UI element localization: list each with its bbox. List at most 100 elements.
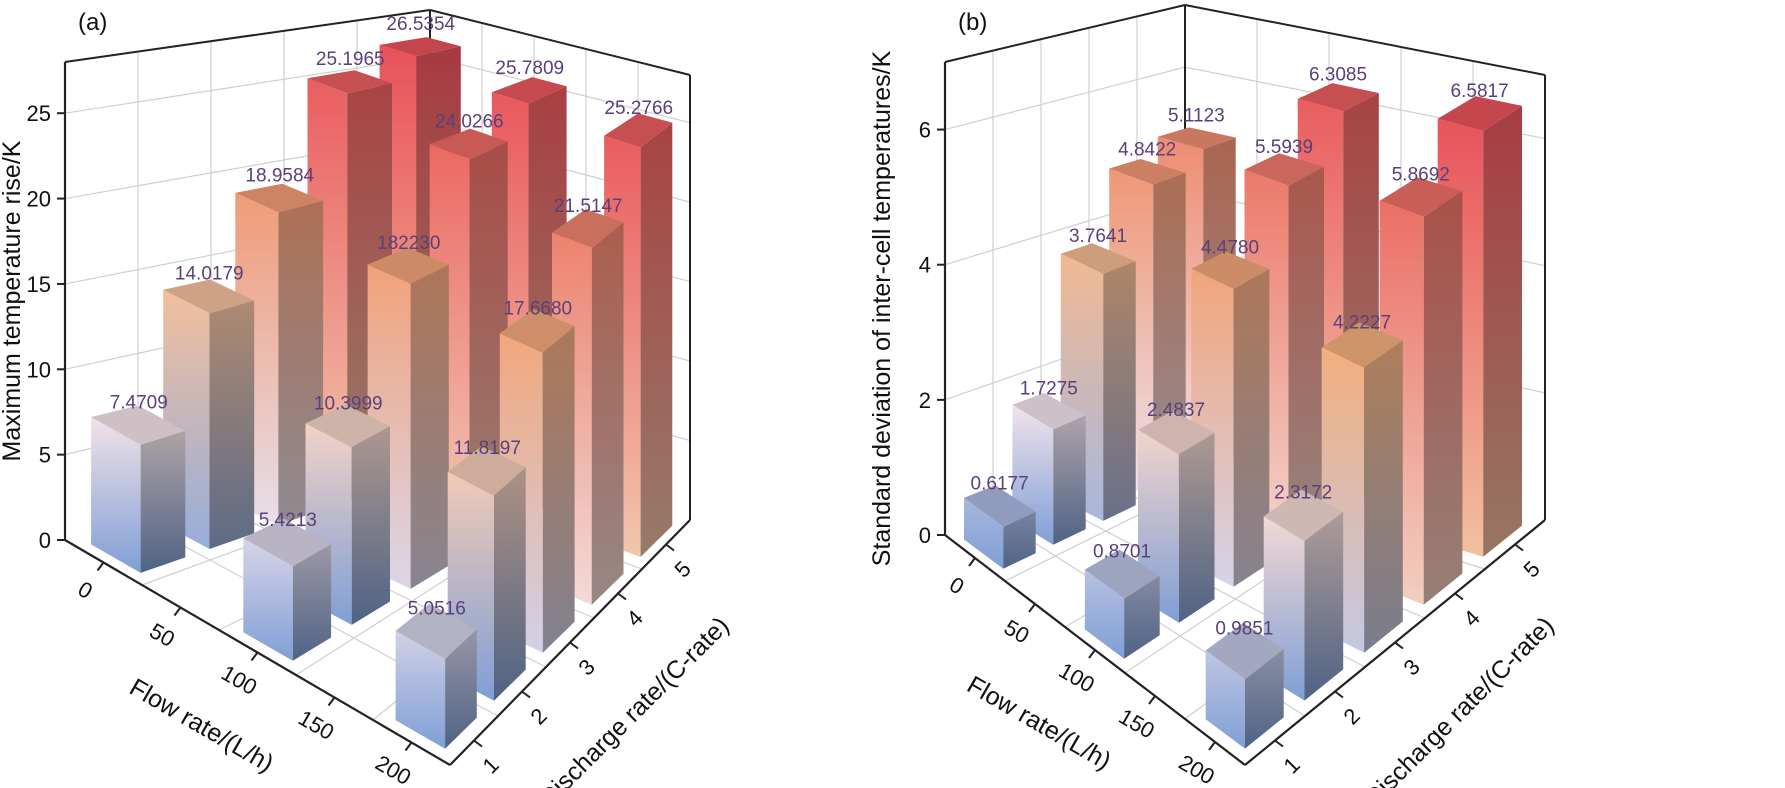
bar-top-face — [491, 77, 567, 104]
x-tick-label: 100 — [1055, 657, 1099, 697]
bar-top-face — [964, 485, 1036, 527]
y-tick — [1514, 543, 1524, 552]
bar-top-face — [1191, 251, 1270, 289]
y-tick — [665, 543, 675, 552]
bar-top-face — [235, 183, 324, 213]
frame-line — [64, 9, 431, 63]
bar-top-face — [447, 446, 526, 496]
bar-top-face — [243, 518, 332, 567]
bar-side-face — [1288, 166, 1324, 551]
bar-top-face — [307, 70, 392, 94]
bar-side-face — [351, 426, 390, 625]
value-label: 1.7275 — [1020, 379, 1078, 400]
value-label: 0.9851 — [1215, 618, 1273, 639]
y-tick-label: 1 — [478, 752, 504, 778]
frame-line — [944, 4, 1186, 63]
value-label: 11.8197 — [454, 438, 521, 459]
value-label: 4.8422 — [1118, 139, 1176, 160]
z-tick-label: 20 — [27, 187, 51, 212]
x-tick — [173, 606, 182, 617]
value-label: 4.4780 — [1201, 237, 1259, 258]
frame-line — [1184, 4, 1546, 76]
y-tick — [1274, 739, 1284, 748]
value-label: 6.5817 — [1451, 81, 1509, 102]
bar-side-face — [640, 122, 673, 557]
bar-side-face — [494, 467, 526, 701]
bar-front-face — [1205, 650, 1245, 749]
z-tick-label: 15 — [27, 272, 51, 297]
z-tick-label: 2 — [919, 388, 931, 413]
x-tick — [250, 651, 259, 662]
bar-top-face — [552, 209, 624, 248]
value-label: 26.5354 — [386, 14, 455, 35]
value-label: 0.6177 — [971, 473, 1029, 494]
bar-top-face — [1297, 83, 1379, 112]
z-tick-label: 10 — [27, 357, 51, 382]
value-label: 7.4709 — [110, 393, 168, 414]
frame-line — [429, 9, 691, 76]
y-tick — [1454, 592, 1464, 601]
z-tick-label: 0 — [39, 528, 51, 553]
grid-line — [64, 56, 431, 114]
bar: 7.4709 — [91, 393, 186, 573]
panel-label: (b) — [958, 9, 987, 36]
x-tick-label: 200 — [371, 750, 415, 788]
bar-top-face — [395, 603, 477, 659]
x-tick — [1148, 695, 1156, 705]
bar-front-face — [964, 497, 1004, 569]
y-tick-label: 3 — [1399, 654, 1425, 680]
value-label: 0.8701 — [1093, 541, 1151, 562]
x-tick-label: 150 — [294, 705, 338, 745]
x-tick-label: 200 — [1175, 749, 1219, 788]
bar-side-face — [1364, 340, 1403, 653]
y-tick — [1334, 690, 1344, 699]
bar-top-face — [1205, 622, 1284, 680]
bar-top-face — [367, 247, 449, 284]
bar-top-face — [429, 128, 508, 160]
value-label: 182230 — [377, 233, 440, 254]
bar-top-face — [1109, 159, 1186, 185]
bar: 0.6177 — [964, 473, 1036, 569]
bar-side-face — [542, 326, 575, 653]
value-label: 10.3999 — [314, 393, 383, 414]
y-tick-label: 5 — [670, 556, 696, 582]
bar-side-face — [445, 629, 477, 749]
bar-top-face — [1321, 322, 1403, 368]
bar-side-face — [1244, 649, 1284, 749]
x-tick-label: 0 — [74, 576, 97, 604]
bar-top-face — [1084, 549, 1160, 599]
z-tick-label: 6 — [919, 118, 931, 143]
bar-top-face — [499, 309, 575, 353]
bar-side-face — [410, 264, 449, 589]
z-axis-title: Standard deviation of inter-cell tempera… — [868, 50, 896, 566]
x-tick — [327, 696, 336, 707]
bar-side-face — [591, 222, 624, 605]
bar-front-face — [1084, 569, 1125, 659]
x-tick — [1208, 741, 1216, 751]
value-label: 5.1123 — [1168, 106, 1225, 127]
y-tick — [521, 690, 531, 699]
bar: 5.4213 — [243, 510, 332, 661]
y-tick — [473, 739, 483, 748]
x-tick — [96, 561, 105, 572]
bar-top-face — [91, 405, 186, 445]
value-label: 24.0266 — [435, 111, 504, 132]
bar-side-face — [1233, 269, 1270, 587]
bar-top-face — [1244, 153, 1324, 186]
x-tick-label: 0 — [945, 572, 968, 600]
z-tick-label: 5 — [39, 443, 51, 468]
bar-side-face — [140, 430, 186, 573]
x-tick-label: 50 — [1000, 615, 1034, 649]
y-tick-label: 1 — [1279, 752, 1305, 778]
y-tick — [617, 592, 627, 601]
bar-front-face — [395, 630, 446, 749]
x-tick — [1028, 603, 1036, 613]
value-label: 25.1965 — [316, 49, 385, 70]
z-tick-label: 0 — [919, 523, 931, 548]
z-axis-title: Maximum temperature rise/K — [0, 140, 26, 461]
bar-top-face — [1263, 489, 1344, 541]
y-axis-title: Discharge rate/(C-rate) — [534, 612, 735, 788]
value-label: 4.2227 — [1333, 312, 1391, 333]
value-label: 2.4837 — [1147, 400, 1205, 421]
